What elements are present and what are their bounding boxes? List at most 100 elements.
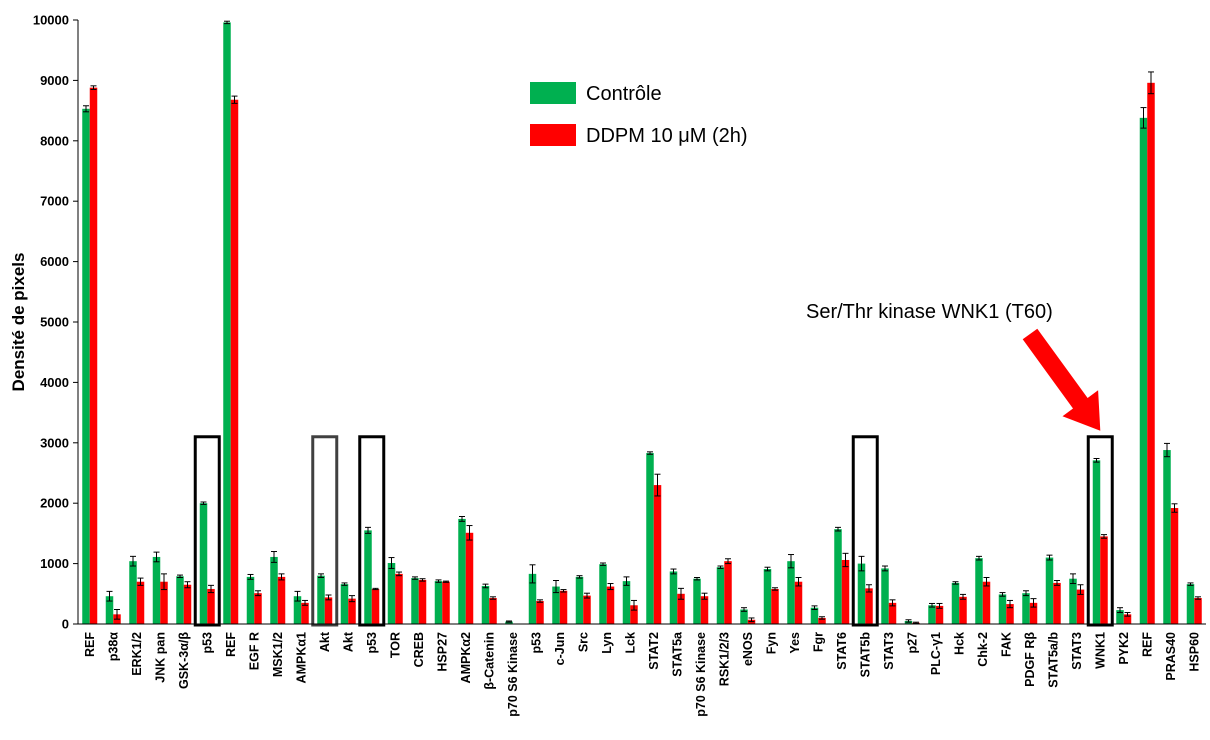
- bar-ddpm-11: [348, 598, 356, 624]
- bar-controle-15: [434, 581, 443, 624]
- x-tick-label: Fgr: [811, 632, 825, 652]
- bar-ddpm-31: [818, 617, 826, 624]
- x-tick-label: Akt: [341, 631, 355, 652]
- bar-controle-0: [82, 108, 90, 624]
- legend-swatch-0: [530, 82, 576, 104]
- x-tick-label: p70 S6 Kinase: [694, 632, 708, 717]
- x-tick-label: HSP27: [435, 632, 449, 672]
- x-tick-label: JNK pan: [153, 632, 167, 683]
- x-tick-label: STAT6: [835, 632, 849, 670]
- y-tick-label: 7000: [40, 194, 69, 209]
- bar-ddpm-39: [1006, 604, 1014, 624]
- bar-controle-21: [575, 576, 584, 624]
- bar-ddpm-32: [841, 559, 850, 624]
- bar-controle-12: [364, 530, 372, 624]
- bar-controle-33: [857, 563, 866, 624]
- annotation-arrow: [1022, 328, 1101, 431]
- x-tick-label: p38α: [106, 632, 120, 662]
- annotation: Ser/Thr kinase WNK1 (T60): [806, 301, 1101, 431]
- bar-controle-44: [1116, 610, 1124, 624]
- bar-controle-14: [411, 578, 419, 624]
- x-tick-label: REF: [224, 632, 238, 657]
- bar-controle-17: [481, 585, 490, 624]
- bar-controle-18: [505, 621, 513, 624]
- bar-ddpm-34: [888, 602, 897, 624]
- bar-ddpm-9: [301, 602, 309, 624]
- bar-ddpm-5: [207, 588, 215, 624]
- x-tick-label: c-Jun: [553, 632, 567, 665]
- bar-controle-5: [199, 503, 208, 624]
- x-tick-label: eNOS: [741, 632, 755, 666]
- bar-controle-38: [975, 558, 983, 624]
- x-tick-label: REF: [83, 632, 97, 657]
- bar-controle-22: [599, 564, 607, 624]
- bar-controle-31: [810, 607, 819, 624]
- highlight-box-akt: [311, 435, 339, 627]
- highlight-boxes: [193, 435, 1114, 627]
- y-tick-label: 9000: [40, 73, 69, 88]
- bar-ddpm-45: [1147, 82, 1155, 625]
- x-tick-label: STAT5a: [670, 631, 684, 677]
- y-tick-label: 0: [62, 617, 69, 632]
- bar-controle-39: [998, 594, 1007, 624]
- x-tick-label: Lyn: [600, 632, 614, 654]
- x-tick-label: Fyn: [764, 632, 778, 654]
- bar-ddpm-3: [160, 581, 168, 624]
- x-tick-label: p53: [365, 632, 379, 654]
- highlight-box-wnk1: [1086, 435, 1114, 627]
- bar-controle-9: [293, 596, 302, 624]
- x-tick-label: PDGF Rβ: [1023, 632, 1037, 687]
- bar-controle-27: [716, 567, 725, 624]
- highlight-box-p53: [193, 435, 221, 627]
- bar-controle-24: [646, 453, 654, 624]
- x-tick-label: p70 S6 Kinase: [506, 632, 520, 717]
- x-tick-label: Lck: [623, 632, 637, 654]
- x-tick-label: Akt: [318, 631, 332, 652]
- bar-ddpm-17: [489, 598, 497, 624]
- y-tick-label: 3000: [40, 435, 69, 450]
- bar-ddpm-40: [1029, 602, 1038, 624]
- x-tick-label: FAK: [999, 632, 1013, 657]
- y-tick-label: 6000: [40, 254, 69, 269]
- highlight-box-stat5b: [851, 435, 879, 627]
- bar-controle-6: [223, 22, 231, 624]
- x-tick-label: STAT5b: [858, 632, 872, 678]
- legend-label-0: Contrôle: [586, 83, 662, 105]
- x-tick-label: Src: [576, 632, 590, 652]
- bar-ddpm-37: [959, 596, 967, 624]
- bar-ddpm-38: [982, 581, 991, 624]
- bar-controle-43: [1092, 460, 1101, 624]
- bar-ddpm-4: [183, 584, 192, 624]
- bar-controle-8: [270, 556, 278, 624]
- bar-controle-13: [387, 562, 396, 624]
- y-tick-label: 10000: [33, 13, 69, 28]
- x-tick-label: STAT2: [647, 632, 661, 670]
- x-tick-label: EGF R: [247, 632, 261, 670]
- bar-ddpm-13: [395, 573, 403, 624]
- bar-ddpm-23: [630, 605, 638, 624]
- bar-ddpm-27: [724, 561, 732, 624]
- y-tick-label: 1000: [40, 556, 69, 571]
- bar-ddpm-21: [583, 595, 591, 624]
- bar-ddpm-10: [324, 597, 333, 624]
- x-tick-label: GSK-3α/β: [177, 632, 191, 689]
- bar-ddpm-47: [1194, 598, 1202, 624]
- bar-ddpm-36: [935, 605, 944, 624]
- bar-controle-32: [834, 529, 842, 624]
- x-tick-label: p27: [905, 632, 919, 654]
- x-tick-label: CREB: [412, 632, 426, 667]
- bar-ddpm-29: [771, 588, 779, 624]
- x-tick-label: STAT5a/b: [1046, 632, 1060, 688]
- bar-controle-46: [1163, 450, 1171, 624]
- bar-controle-3: [152, 556, 161, 624]
- legend-swatch-1: [530, 124, 576, 146]
- annotation-text: Ser/Thr kinase WNK1 (T60): [806, 301, 1053, 323]
- bar-ddpm-19: [536, 601, 544, 624]
- x-tick-label: RSK1/2/3: [717, 632, 731, 686]
- bar-controle-4: [176, 576, 184, 624]
- x-tick-label: STAT3: [882, 632, 896, 670]
- x-tick-label: p53: [200, 632, 214, 654]
- bar-controle-16: [458, 518, 466, 624]
- bar-controle-34: [881, 568, 889, 624]
